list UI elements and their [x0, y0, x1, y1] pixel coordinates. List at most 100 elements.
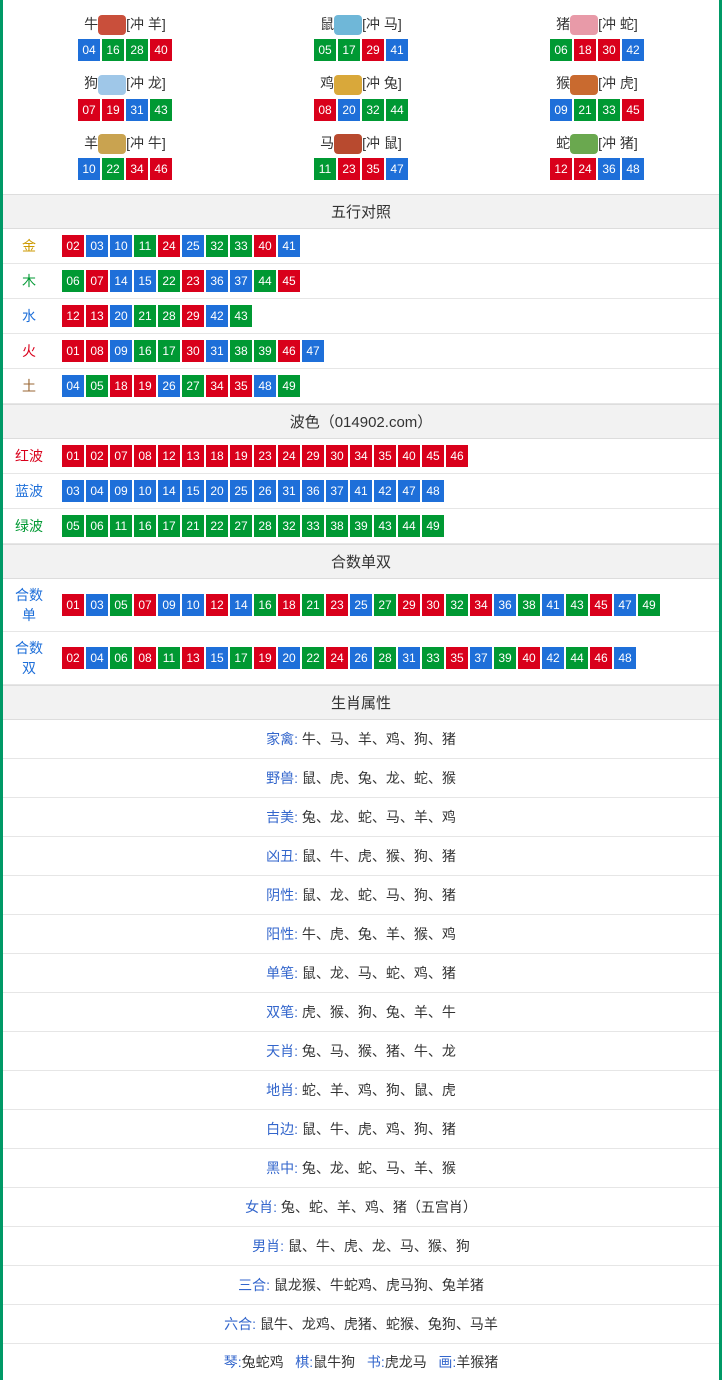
attr-key: 三合:: [238, 1277, 270, 1293]
bose-header: 波色（014902.com）: [3, 404, 719, 439]
number-ball: 06: [86, 515, 108, 537]
number-ball: 27: [230, 515, 252, 537]
number-ball: 11: [110, 515, 132, 537]
number-ball: 39: [494, 647, 516, 669]
heshu-header: 合数单双: [3, 544, 719, 579]
attr-row: 白边: 鼠、牛、虎、鸡、狗、猪: [3, 1110, 719, 1149]
zodiac-label: 狗[冲 龙]: [7, 73, 243, 94]
number-ball: 21: [134, 305, 156, 327]
heshu-row: 合数单0103050709101214161821232527293032343…: [3, 579, 719, 632]
attr-row: 黑中: 兔、龙、蛇、马、羊、猴: [3, 1149, 719, 1188]
number-ball: 40: [150, 39, 172, 61]
attr-key: 男肖:: [252, 1238, 284, 1254]
number-ball: 39: [254, 340, 276, 362]
bottom-key: 琴:: [224, 1354, 242, 1370]
number-ball: 21: [302, 594, 324, 616]
number-ball: 40: [254, 235, 276, 257]
number-ball: 19: [254, 647, 276, 669]
number-ball: 14: [230, 594, 252, 616]
number-ball: 02: [86, 445, 108, 467]
bottom-value: 鼠牛狗: [313, 1354, 355, 1370]
zodiac-label: 鸡[冲 兔]: [243, 73, 479, 94]
zodiac-balls: 12243648: [479, 158, 715, 180]
heshu-balls: 0204060811131517192022242628313335373940…: [55, 631, 719, 684]
number-ball: 15: [206, 647, 228, 669]
number-ball: 17: [158, 340, 180, 362]
attr-key: 黑中:: [266, 1160, 298, 1176]
wuxing-balls: 02031011242532334041: [55, 229, 719, 264]
number-ball: 44: [386, 99, 408, 121]
attr-row: 六合: 鼠牛、龙鸡、虎猪、蛇猴、兔狗、马羊: [3, 1305, 719, 1344]
zodiac-grid: 牛[冲 羊]04162840鼠[冲 马]05172941猪[冲 蛇]061830…: [3, 0, 719, 194]
number-ball: 18: [206, 445, 228, 467]
bottom-key: 书:: [367, 1354, 385, 1370]
number-ball: 48: [622, 158, 644, 180]
number-ball: 34: [470, 594, 492, 616]
number-ball: 08: [314, 99, 336, 121]
zodiac-cell: 羊[冲 牛]10223446: [7, 127, 243, 186]
number-ball: 07: [110, 445, 132, 467]
number-ball: 11: [314, 158, 336, 180]
zodiac-cell: 牛[冲 羊]04162840: [7, 8, 243, 67]
attr-value: 鼠、龙、马、蛇、鸡、猪: [302, 965, 456, 981]
number-ball: 40: [518, 647, 540, 669]
number-ball: 45: [622, 99, 644, 121]
wuxing-row: 土04051819262734354849: [3, 368, 719, 403]
number-ball: 25: [182, 235, 204, 257]
number-ball: 04: [78, 39, 100, 61]
number-ball: 39: [350, 515, 372, 537]
number-ball: 40: [398, 445, 420, 467]
number-ball: 35: [446, 647, 468, 669]
number-ball: 12: [62, 305, 84, 327]
number-ball: 24: [574, 158, 596, 180]
attr-key: 野兽:: [266, 770, 298, 786]
zodiac-balls: 07193143: [7, 99, 243, 121]
number-ball: 16: [254, 594, 276, 616]
heshu-row: 合数双0204060811131517192022242628313335373…: [3, 631, 719, 684]
bose-row: 红波0102070812131819232429303435404546: [3, 439, 719, 474]
number-ball: 30: [422, 594, 444, 616]
wuxing-label: 土: [3, 368, 55, 403]
wuxing-header: 五行对照: [3, 194, 719, 229]
number-ball: 43: [230, 305, 252, 327]
number-ball: 05: [86, 375, 108, 397]
number-ball: 07: [134, 594, 156, 616]
number-ball: 28: [254, 515, 276, 537]
number-ball: 09: [110, 480, 132, 502]
number-ball: 46: [590, 647, 612, 669]
number-ball: 08: [134, 445, 156, 467]
number-ball: 06: [62, 270, 84, 292]
number-ball: 07: [86, 270, 108, 292]
number-ball: 47: [386, 158, 408, 180]
number-ball: 01: [62, 594, 84, 616]
attr-row: 家禽: 牛、马、羊、鸡、狗、猪: [3, 720, 719, 759]
number-ball: 17: [158, 515, 180, 537]
number-ball: 15: [182, 480, 204, 502]
number-ball: 10: [182, 594, 204, 616]
attr-key: 阴性:: [266, 887, 298, 903]
number-ball: 45: [590, 594, 612, 616]
number-ball: 09: [110, 340, 132, 362]
number-ball: 13: [182, 445, 204, 467]
number-ball: 36: [598, 158, 620, 180]
number-ball: 42: [374, 480, 396, 502]
number-ball: 30: [182, 340, 204, 362]
number-ball: 32: [362, 99, 384, 121]
number-ball: 05: [314, 39, 336, 61]
number-ball: 48: [614, 647, 636, 669]
number-ball: 46: [446, 445, 468, 467]
number-ball: 05: [62, 515, 84, 537]
zodiac-cell: 鸡[冲 兔]08203244: [243, 67, 479, 126]
attr-value: 鼠、虎、兔、龙、蛇、猴: [302, 770, 456, 786]
number-ball: 29: [362, 39, 384, 61]
attr-row: 双笔: 虎、猴、狗、兔、羊、牛: [3, 993, 719, 1032]
attr-value: 兔、龙、蛇、马、羊、猴: [302, 1160, 456, 1176]
number-ball: 41: [350, 480, 372, 502]
attr-value: 鼠、牛、虎、鸡、狗、猪: [302, 1121, 456, 1137]
zodiac-balls: 11233547: [243, 158, 479, 180]
number-ball: 19: [102, 99, 124, 121]
wuxing-label: 木: [3, 263, 55, 298]
attr-value: 鼠、牛、虎、猴、狗、猪: [302, 848, 456, 864]
number-ball: 14: [158, 480, 180, 502]
number-ball: 17: [338, 39, 360, 61]
